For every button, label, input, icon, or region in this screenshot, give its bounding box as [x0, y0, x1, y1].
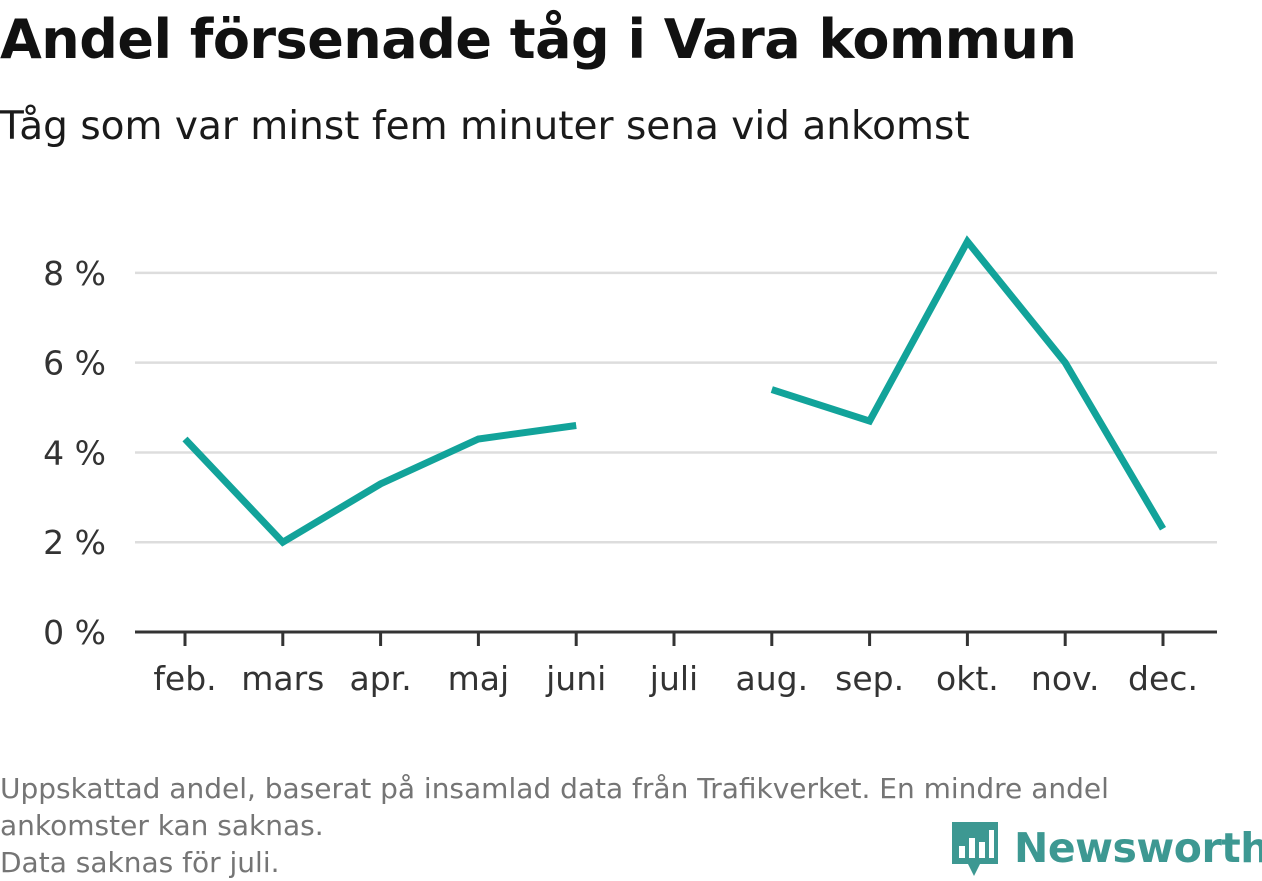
x-tick-label: feb.	[153, 659, 216, 698]
y-tick-label: 6 %	[43, 344, 106, 383]
x-tick-label: maj	[448, 659, 510, 698]
bar-chart-speech-bubble-icon	[950, 818, 1000, 878]
y-tick-labels: 0 % 2 % 4 % 6 % 8 %	[43, 254, 106, 652]
x-tick-label: apr.	[349, 659, 411, 698]
y-tick-label: 8 %	[43, 254, 106, 293]
x-tick-label: dec.	[1128, 659, 1198, 698]
gridlines	[135, 273, 1217, 542]
x-tick-label: sep.	[835, 659, 904, 698]
series-line	[185, 241, 1163, 542]
x-tick-label: mars	[241, 659, 324, 698]
brand-name: Newsworthy	[1014, 824, 1262, 872]
x-tick-label: aug.	[736, 659, 809, 698]
footnote-line-1: Uppskattad andel, baserat på insamlad da…	[0, 770, 1250, 807]
brand-logo: Newsworthy	[950, 818, 1262, 878]
y-tick-label: 2 %	[43, 523, 106, 562]
x-tick-label: juni	[545, 659, 606, 698]
x-tick-label: juli	[649, 659, 698, 698]
x-tick-label: nov.	[1031, 659, 1100, 698]
y-tick-label: 0 %	[43, 613, 106, 652]
x-tick-label: okt.	[936, 659, 999, 698]
y-tick-label: 4 %	[43, 433, 106, 472]
series-line-segment	[772, 241, 1163, 528]
